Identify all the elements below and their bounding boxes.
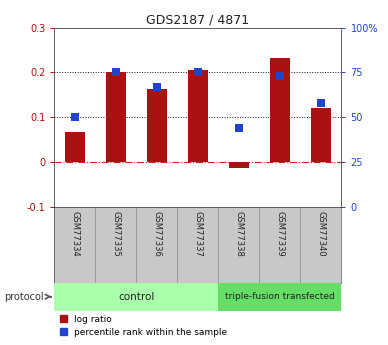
Legend: log ratio, percentile rank within the sample: log ratio, percentile rank within the sa… <box>60 315 227 337</box>
Bar <box>218 283 341 310</box>
Text: GSM77339: GSM77339 <box>275 211 284 257</box>
Bar <box>64 132 85 162</box>
Bar <box>229 162 249 168</box>
Bar <box>311 108 331 162</box>
Title: GDS2187 / 4871: GDS2187 / 4871 <box>146 13 249 27</box>
Point <box>154 84 160 90</box>
Bar <box>106 72 126 162</box>
Text: protocol: protocol <box>4 292 43 302</box>
Point <box>72 115 78 120</box>
Text: GSM77335: GSM77335 <box>111 211 120 257</box>
Point <box>236 125 242 131</box>
Text: control: control <box>118 292 154 302</box>
Text: GSM77334: GSM77334 <box>70 211 79 257</box>
Point <box>113 70 119 75</box>
Text: GSM77337: GSM77337 <box>193 211 203 257</box>
Point <box>318 100 324 106</box>
Bar <box>147 89 167 162</box>
Bar <box>54 283 218 310</box>
Text: GSM77338: GSM77338 <box>234 211 243 257</box>
Text: GSM77340: GSM77340 <box>317 211 326 256</box>
Point <box>277 73 283 79</box>
Bar <box>270 58 290 162</box>
Text: triple-fusion transfected: triple-fusion transfected <box>225 292 335 301</box>
Text: GSM77336: GSM77336 <box>152 211 161 257</box>
Point <box>195 70 201 75</box>
Bar <box>188 70 208 162</box>
